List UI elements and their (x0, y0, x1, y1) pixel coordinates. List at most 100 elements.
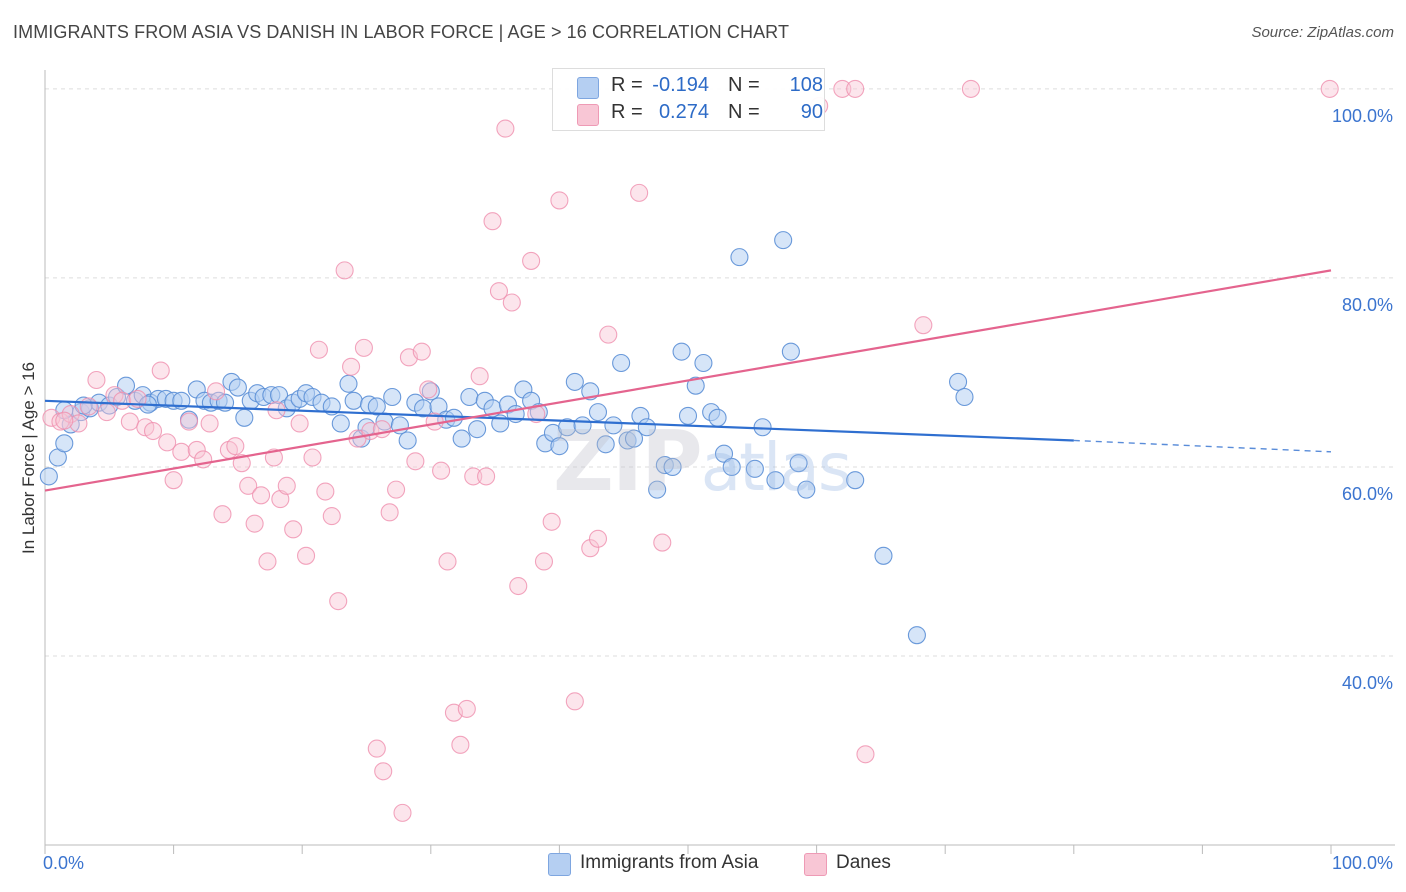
danes-point (206, 382, 226, 401)
asia-point (421, 382, 440, 401)
asia-point (949, 372, 968, 391)
bottom-legend-swatch-asia (548, 853, 571, 876)
asia-point (270, 386, 289, 405)
danes-point (264, 448, 283, 467)
danes-point (322, 507, 341, 526)
y-tick-label: 60.0% (1342, 484, 1393, 504)
danes-point (342, 357, 361, 376)
asia-point (612, 353, 631, 373)
danes-point (61, 404, 80, 424)
asia-point (604, 416, 623, 435)
legend-r-value: -0.194 (652, 74, 709, 96)
asia-point (452, 429, 471, 448)
danes-point (143, 421, 163, 441)
danes-point (200, 414, 219, 433)
danes-point (483, 212, 502, 231)
series-asia-points (39, 231, 974, 645)
legend-r-label: R = (611, 74, 649, 96)
y-tick-label: 40.0% (1342, 673, 1393, 693)
danes-point (451, 735, 470, 754)
danes-point (522, 251, 541, 270)
asia-point (874, 546, 893, 565)
watermark-atlas: atlas (700, 429, 852, 506)
asia-point (774, 231, 793, 250)
asia-point (339, 374, 358, 393)
danes-point (372, 420, 391, 439)
danes-point (251, 486, 271, 505)
axes (44, 70, 1395, 854)
danes-point (172, 442, 191, 461)
asia-point (398, 431, 417, 450)
legend-n-value: 90 (800, 101, 823, 123)
watermark-zip: ZIP (553, 412, 703, 510)
danes-point (179, 412, 199, 431)
danes-point (97, 403, 116, 422)
danes-point (367, 739, 386, 758)
danes-point (489, 282, 509, 301)
asia-point (550, 437, 569, 456)
danes-point (833, 79, 852, 98)
asia-point (730, 248, 749, 267)
asia-trend-line (44, 399, 1074, 442)
asia-point (228, 378, 247, 397)
danes-point (846, 79, 865, 98)
danes-point (55, 411, 74, 430)
asia-point (789, 454, 808, 473)
asia-point (235, 408, 254, 427)
danes-point (1320, 79, 1339, 98)
danes-trend-line (44, 269, 1332, 492)
asia-point (663, 457, 682, 477)
danes-point (599, 325, 618, 344)
x-tick-label: 100.0% (1332, 853, 1393, 873)
danes-point (653, 533, 672, 552)
asia-point (460, 387, 479, 407)
y-tick-label: 100.0% (1332, 106, 1393, 126)
danes-point (630, 183, 649, 202)
danes-point (309, 340, 328, 359)
asia-point (907, 626, 926, 645)
asia-point (678, 406, 698, 425)
danes-point (406, 452, 425, 471)
legend-n-label: N = (728, 74, 766, 96)
asia-point (714, 444, 734, 463)
danes-point (509, 576, 528, 596)
danes-point (914, 316, 933, 335)
asia-trend-extension (1073, 439, 1332, 453)
trend-lines (44, 269, 1332, 492)
asia-point (344, 391, 363, 410)
source-credit: Source: ZipAtlas.com (1251, 24, 1394, 41)
asia-point (955, 387, 974, 407)
gridlines (45, 88, 1395, 657)
danes-point (588, 529, 608, 548)
danes-point (245, 514, 264, 533)
asia-point (781, 342, 800, 361)
asia-point (588, 403, 608, 422)
danes-point (335, 261, 354, 280)
danes-point (69, 414, 88, 433)
asia-point (383, 387, 402, 407)
danes-point (393, 803, 412, 822)
asia-point (722, 457, 741, 477)
danes-point (438, 552, 457, 571)
legend-n-label: N = (728, 101, 766, 123)
asia-point (565, 372, 584, 391)
danes-point (284, 520, 303, 539)
x-tick-label: 0.0% (43, 853, 84, 873)
danes-point (354, 338, 373, 357)
asia-point (596, 435, 615, 454)
asia-point (672, 342, 691, 361)
chart-title: IMMIGRANTS FROM ASIA VS DANISH IN LABOR … (13, 22, 790, 42)
danes-point (581, 539, 600, 558)
danes-point (542, 512, 561, 531)
danes-point (297, 546, 316, 565)
tick-labels: 40.0% 60.0% 80.0% 100.0% 0.0% 100.0% (43, 106, 1393, 873)
asia-point (846, 471, 865, 490)
danes-point (856, 745, 875, 764)
danes-point (213, 505, 232, 524)
asia-point (694, 353, 713, 373)
danes-point (502, 293, 521, 312)
stats-legend: R = -0.194 N = 108 R = 0.274 N = 90 (552, 68, 825, 131)
danes-point (496, 119, 515, 138)
legend-swatch-asia (577, 77, 599, 99)
